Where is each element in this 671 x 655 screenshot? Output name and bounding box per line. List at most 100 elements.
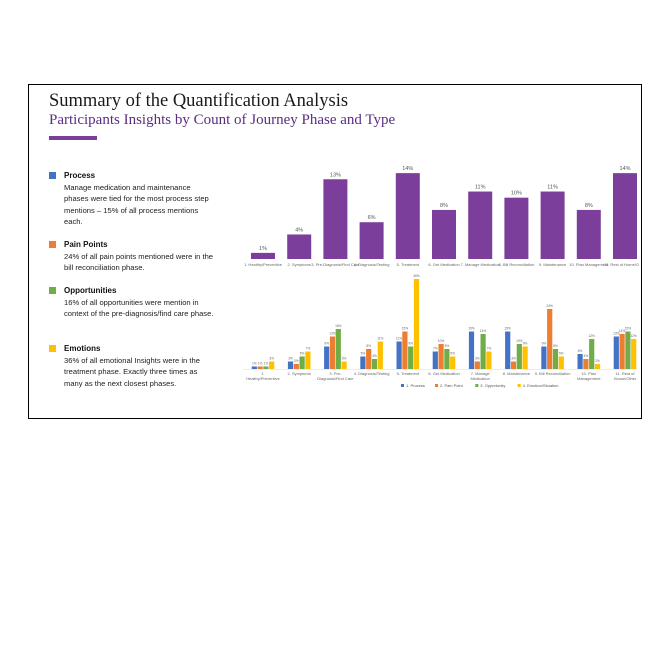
- bar: [541, 346, 547, 369]
- legend-swatch: [517, 384, 521, 387]
- insight-title: Process: [64, 171, 96, 180]
- insight-process: Process Manage medication and maintenanc…: [49, 171, 214, 228]
- bar-data-label: 3%: [342, 357, 347, 361]
- category-tick-label: 3. Pre-Diagnosis/Find Care: [311, 262, 360, 267]
- bar-data-label: 7%: [306, 347, 311, 351]
- category-tick-label: 7. Manage Medication: [461, 262, 500, 267]
- legend-label: 3. Opportunity: [480, 383, 505, 388]
- bar: [552, 349, 559, 369]
- bar-data-label: 8%: [366, 344, 371, 348]
- bar-data-label: 36%: [413, 274, 420, 278]
- bar: [505, 331, 511, 369]
- legend-label: 4. Emotion/Situation: [523, 383, 559, 388]
- bar: [480, 334, 486, 369]
- bar-data-label: 15%: [505, 327, 512, 331]
- bar: [547, 309, 553, 369]
- bar-data-label: 2%: [294, 359, 299, 363]
- category-tick-label: 2. Symptoms: [288, 262, 311, 267]
- bar: [589, 339, 595, 369]
- bar: [558, 356, 564, 369]
- bar-data-label: 5%: [559, 352, 564, 356]
- category-tick-label: 10. Plan Management: [569, 262, 609, 267]
- insight-title: Pain Points: [64, 240, 108, 249]
- bar-data-label: 15%: [625, 327, 632, 331]
- bar-data-label: 1%: [259, 246, 267, 252]
- bar: [293, 364, 299, 369]
- insight-title: Emotions: [64, 344, 101, 353]
- bar-data-label: 11%: [547, 185, 558, 191]
- bar-data-label: 4%: [295, 227, 303, 233]
- bar-data-label: 10%: [438, 339, 445, 343]
- bar-data-label: 12%: [589, 334, 596, 338]
- title-accent-bar: [49, 136, 97, 140]
- legend-swatch: [435, 384, 438, 387]
- pain-legend-square: [49, 241, 56, 248]
- bar: [341, 361, 347, 369]
- bar: [625, 331, 631, 369]
- bar-data-label: 13%: [613, 332, 620, 336]
- bar: [359, 222, 384, 259]
- bar: [594, 364, 601, 369]
- bar-data-label: 11%: [475, 185, 486, 191]
- category-tick-label: 4. Diagnosis/Testing: [354, 371, 390, 376]
- bar-data-label: 13%: [330, 172, 341, 178]
- bar-data-label: 6%: [578, 349, 583, 353]
- bar: [522, 346, 528, 369]
- legend-swatch: [475, 384, 479, 387]
- bar: [377, 341, 383, 369]
- bar-data-label: 14%: [619, 166, 630, 172]
- bar: [335, 329, 341, 369]
- bar-data-label: 1%: [264, 362, 269, 366]
- bar: [395, 173, 420, 259]
- slide-subtitle: Participants Insights by Count of Journe…: [49, 112, 396, 128]
- bar: [510, 361, 517, 369]
- bar: [613, 336, 619, 369]
- category-tick-label: 2. Symptoms: [288, 371, 311, 376]
- bar: [444, 349, 450, 369]
- bar: [360, 356, 366, 369]
- bar: [516, 344, 522, 369]
- bar-data-label: 8%: [553, 344, 558, 348]
- bar: [619, 334, 625, 369]
- bar: [396, 341, 402, 369]
- category-tick-label: 6. Get Medication: [428, 371, 459, 376]
- bar-data-label: 4%: [372, 354, 377, 358]
- category-tick-label: 3. Pre-Diagnosis/Find Care: [317, 371, 354, 381]
- bar-data-label: 7%: [433, 347, 438, 351]
- bar: [324, 346, 330, 369]
- category-tick-label: 11. Rest of House/Other: [614, 371, 637, 381]
- bar: [583, 359, 589, 369]
- category-tick-label: 7. Manage Medication: [471, 371, 491, 381]
- bar-data-label: 15%: [402, 327, 409, 331]
- bar: [371, 359, 378, 369]
- process-legend-square: [49, 172, 56, 179]
- bar-data-label: 8%: [585, 203, 593, 209]
- bar-data-label: 9%: [523, 342, 528, 346]
- bar: [323, 179, 348, 259]
- bar: [432, 209, 456, 259]
- bar-data-label: 3%: [475, 357, 480, 361]
- slide-title: Summary of the Quantification Analysis: [49, 91, 349, 111]
- bar-data-label: 14%: [402, 166, 413, 172]
- bar: [613, 173, 637, 259]
- bar-data-label: 3%: [269, 357, 274, 361]
- insight-pain-points: Pain Points 24% of all pain points menti…: [49, 240, 214, 274]
- category-tick-label: 6. Get Medication: [428, 262, 459, 267]
- bar: [631, 339, 637, 369]
- bar: [577, 354, 583, 369]
- bar-data-label: 1%: [252, 362, 257, 366]
- bar-data-label: 14%: [619, 329, 626, 333]
- phase-share-bar-chart: 1% 1. Healthy/Preventive 4% 2. Symptoms 13% 3…: [244, 166, 639, 267]
- insight-text: 16% of all opportunities were mention in…: [64, 298, 214, 319]
- bar-data-label: 2%: [595, 359, 600, 363]
- category-tick-label: 11. Rest of Home/Other: [604, 262, 639, 267]
- bar: [329, 336, 336, 369]
- legend-swatch: [401, 384, 404, 387]
- bar-data-label: 5%: [361, 352, 366, 356]
- insight-opportunities: Opportunities 16% of all opportunities w…: [49, 286, 214, 320]
- insight-text: 36% of all emotional Insights were in th…: [64, 356, 200, 388]
- bar: [474, 361, 480, 369]
- bar-data-label: 5%: [300, 352, 305, 356]
- category-tick-label: 9. Bill Reconciliation: [535, 371, 571, 376]
- bar-data-label: 9%: [542, 342, 547, 346]
